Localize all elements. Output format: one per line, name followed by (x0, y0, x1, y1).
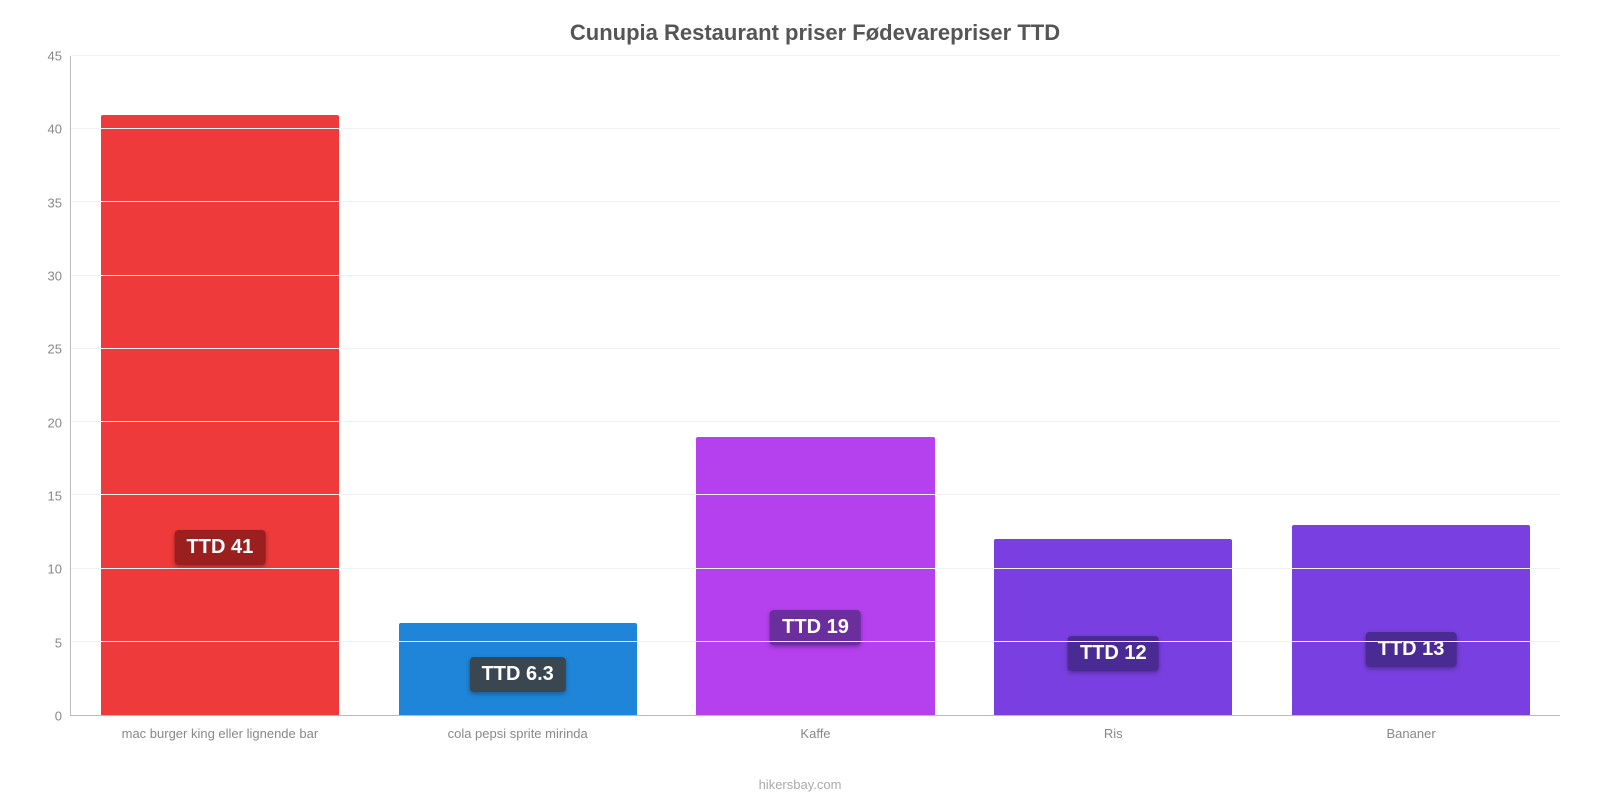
y-tick: 5 (22, 635, 62, 650)
credit-text: hikersbay.com (0, 777, 1600, 792)
y-tick: 0 (22, 709, 62, 724)
x-label: Kaffe (667, 726, 965, 741)
grid-line (71, 201, 1560, 202)
bar: TTD 41 (101, 115, 339, 715)
bar: TTD 19 (696, 437, 934, 715)
x-label: Ris (964, 726, 1262, 741)
bar: TTD 12 (994, 539, 1232, 715)
grid-line (71, 568, 1560, 569)
y-tick: 20 (22, 415, 62, 430)
chart-title: Cunupia Restaurant priser Fødevarepriser… (70, 20, 1560, 46)
y-tick: 10 (22, 562, 62, 577)
y-axis: 051015202530354045 (30, 56, 70, 716)
bar: TTD 6.3 (399, 623, 637, 715)
bars-row: TTD 41 TTD 6.3 TTD 19 TTD 12 TTD 13 (71, 56, 1560, 715)
x-label: cola pepsi sprite mirinda (369, 726, 667, 741)
x-axis-labels: mac burger king eller lignende barcola p… (71, 726, 1560, 741)
grid-line (71, 494, 1560, 495)
bar-slot: TTD 13 (1262, 56, 1560, 715)
y-tick: 25 (22, 342, 62, 357)
x-label: Bananer (1262, 726, 1560, 741)
plot-area-wrapper: 051015202530354045 TTD 41TTD 6.3TTD 19TT… (70, 56, 1560, 716)
bar-slot: TTD 6.3 (369, 56, 667, 715)
grid-line (71, 128, 1560, 129)
bar-slot: TTD 12 (964, 56, 1262, 715)
y-tick: 40 (22, 122, 62, 137)
bar-value-label: TTD 13 (1366, 632, 1457, 667)
bar-value-label: TTD 41 (175, 530, 266, 565)
bar: TTD 13 (1292, 525, 1530, 715)
bar-slot: TTD 41 (71, 56, 369, 715)
y-tick: 35 (22, 195, 62, 210)
bar-slot: TTD 19 (667, 56, 965, 715)
bar-value-label: TTD 6.3 (470, 657, 566, 692)
grid-line (71, 641, 1560, 642)
chart-container: Cunupia Restaurant priser Fødevarepriser… (0, 0, 1600, 800)
plot-area: TTD 41TTD 6.3TTD 19TTD 12TTD 13 mac burg… (70, 56, 1560, 716)
y-tick: 45 (22, 49, 62, 64)
y-tick: 30 (22, 269, 62, 284)
x-label: mac burger king eller lignende bar (71, 726, 369, 741)
grid-line (71, 275, 1560, 276)
grid-line (71, 55, 1560, 56)
grid-line (71, 421, 1560, 422)
grid-line (71, 348, 1560, 349)
y-tick: 15 (22, 489, 62, 504)
